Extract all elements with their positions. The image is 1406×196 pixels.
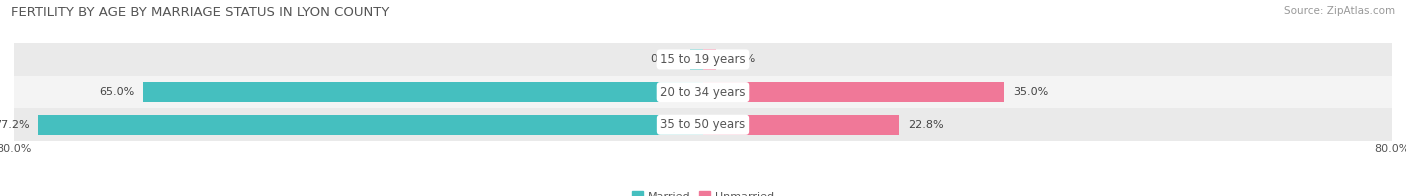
Bar [703,115,900,135]
Bar [703,82,1004,102]
Text: 0.0%: 0.0% [727,54,755,64]
Text: Source: ZipAtlas.com: Source: ZipAtlas.com [1284,6,1395,16]
Bar [38,115,703,135]
Bar [14,108,1392,141]
Legend: Married, Unmarried: Married, Unmarried [627,186,779,196]
Text: 20 to 34 years: 20 to 34 years [661,86,745,99]
Bar [14,76,1392,108]
Text: 65.0%: 65.0% [100,87,135,97]
Text: 35.0%: 35.0% [1012,87,1049,97]
Text: FERTILITY BY AGE BY MARRIAGE STATUS IN LYON COUNTY: FERTILITY BY AGE BY MARRIAGE STATUS IN L… [11,6,389,19]
Text: 15 to 19 years: 15 to 19 years [661,53,745,66]
Bar [143,82,703,102]
Bar [703,49,716,70]
Text: 0.0%: 0.0% [651,54,679,64]
Text: 77.2%: 77.2% [0,120,30,130]
Bar [690,49,703,70]
Text: 22.8%: 22.8% [908,120,943,130]
Bar [14,43,1392,76]
Text: 35 to 50 years: 35 to 50 years [661,118,745,131]
